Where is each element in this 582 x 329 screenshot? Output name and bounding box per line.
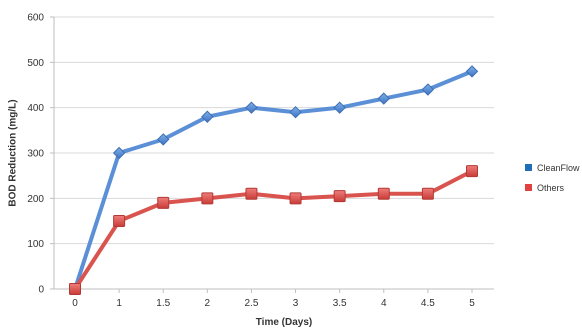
data-point: [465, 65, 479, 78]
x-axis-title: Time (Days): [256, 317, 313, 328]
data-point: [113, 215, 126, 227]
y-tick-label: 600: [27, 13, 44, 24]
data-point: [333, 190, 346, 203]
gridlines: [54, 16, 494, 245]
x-tick-label: 2.5: [244, 298, 258, 309]
x-tick-label: 1: [116, 298, 122, 309]
data-point: [333, 101, 346, 114]
x-tick-label: 5: [469, 298, 475, 309]
y-tick-label: 200: [27, 194, 44, 205]
legend-label: CleanFlow: [537, 163, 580, 173]
y-tick-label: 300: [27, 149, 44, 160]
legend: CleanFlow Others: [525, 163, 580, 193]
x-tick-label: 0: [72, 298, 78, 309]
series-layer: [68, 65, 479, 296]
x-tick-label: 1.5: [156, 298, 170, 309]
x-tick-label: 3.5: [333, 298, 347, 309]
legend-swatch: [525, 184, 532, 191]
data-point: [466, 165, 478, 178]
x-tick-label: 4.5: [421, 298, 435, 309]
data-point: [201, 110, 214, 123]
data-point: [289, 192, 302, 205]
data-point: [112, 146, 126, 160]
y-tick-label: 0: [38, 285, 44, 296]
legend-swatch: [525, 164, 532, 171]
data-point: [289, 105, 302, 119]
data-point: [157, 196, 170, 209]
y-axis-title: BOD Reduction (mg/L): [8, 99, 19, 206]
y-tick-label: 100: [27, 239, 44, 250]
legend-label: Others: [537, 183, 565, 193]
legend-item-cleanflow: CleanFlow: [525, 163, 580, 173]
data-point: [69, 283, 81, 295]
data-point: [245, 187, 258, 200]
data-point: [201, 192, 214, 205]
y-tick-label: 500: [27, 58, 44, 69]
data-point: [421, 187, 434, 200]
series-others: [69, 165, 478, 295]
data-point: [377, 92, 390, 105]
x-tick-label: 4: [381, 298, 387, 309]
axes: [50, 16, 494, 293]
series-line: [73, 69, 474, 291]
data-point: [157, 133, 170, 146]
series-cleanflow: [68, 65, 479, 296]
data-point: [421, 83, 435, 96]
x-tick-label: 2: [205, 298, 211, 309]
tick-labels: 0 100 200 300 400 500 600 0 1 1.5 2 2.5 3 3.5 4 4.5 5: [27, 13, 475, 310]
data-point: [377, 187, 390, 200]
legend-item-others: Others: [525, 183, 565, 193]
x-tick-label: 3: [293, 298, 299, 309]
series-line: [73, 169, 474, 291]
data-point: [245, 101, 258, 114]
y-tick-label: 400: [27, 103, 44, 114]
